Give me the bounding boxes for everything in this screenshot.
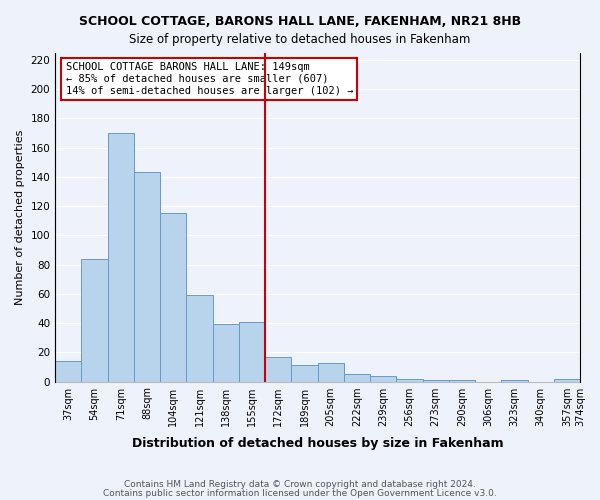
Text: SCHOOL COTTAGE, BARONS HALL LANE, FAKENHAM, NR21 8HB: SCHOOL COTTAGE, BARONS HALL LANE, FAKENH… bbox=[79, 15, 521, 28]
Bar bbox=[187, 295, 212, 382]
Text: Contains HM Land Registry data © Crown copyright and database right 2024.: Contains HM Land Registry data © Crown c… bbox=[124, 480, 476, 489]
Bar bbox=[449, 380, 475, 382]
Text: SCHOOL COTTAGE BARONS HALL LANE: 149sqm
← 85% of detached houses are smaller (60: SCHOOL COTTAGE BARONS HALL LANE: 149sqm … bbox=[65, 62, 353, 96]
Bar bbox=[107, 133, 134, 382]
X-axis label: Distribution of detached houses by size in Fakenham: Distribution of detached houses by size … bbox=[132, 437, 503, 450]
Bar bbox=[265, 356, 292, 382]
Bar bbox=[292, 366, 317, 382]
Bar bbox=[134, 172, 160, 382]
Bar bbox=[370, 376, 397, 382]
Bar bbox=[82, 258, 107, 382]
Y-axis label: Number of detached properties: Number of detached properties bbox=[15, 130, 25, 304]
Bar bbox=[239, 322, 265, 382]
Bar bbox=[422, 380, 449, 382]
Text: Contains public sector information licensed under the Open Government Licence v3: Contains public sector information licen… bbox=[103, 488, 497, 498]
Bar bbox=[554, 378, 580, 382]
Bar bbox=[212, 324, 239, 382]
Bar bbox=[397, 378, 422, 382]
Bar bbox=[344, 374, 370, 382]
Text: Size of property relative to detached houses in Fakenham: Size of property relative to detached ho… bbox=[130, 32, 470, 46]
Bar bbox=[160, 214, 187, 382]
Bar bbox=[317, 362, 344, 382]
Bar bbox=[55, 361, 82, 382]
Bar bbox=[501, 380, 527, 382]
